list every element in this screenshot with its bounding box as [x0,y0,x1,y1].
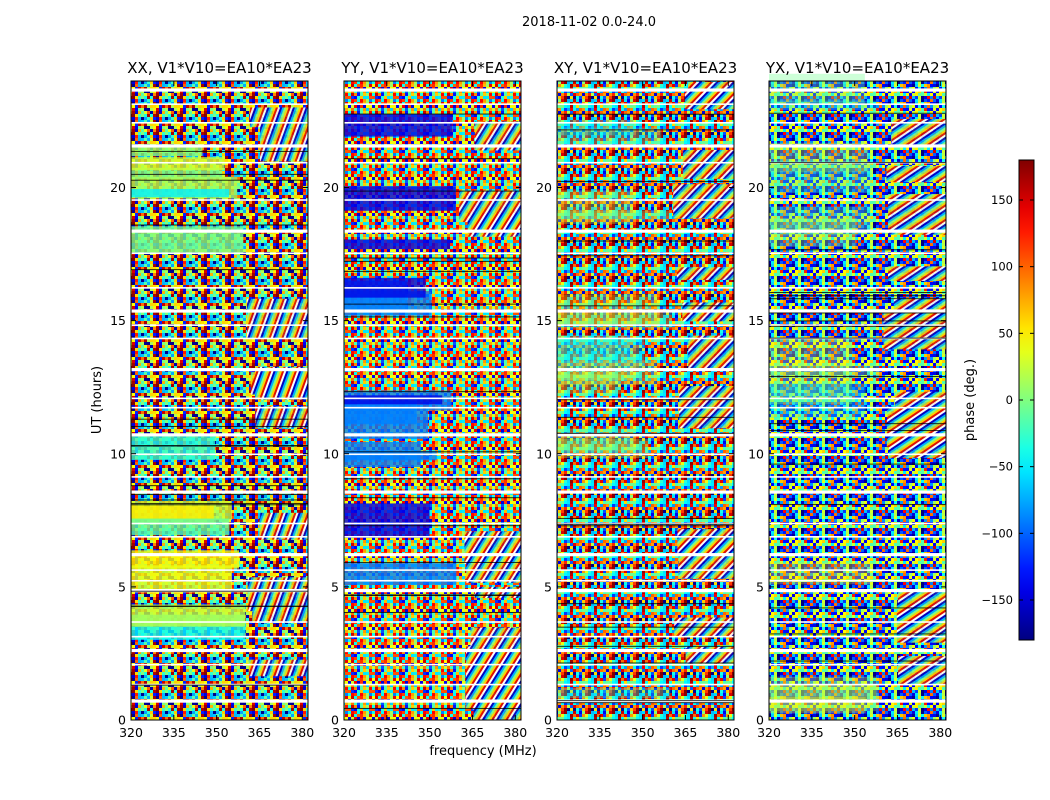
colorbar: −150 −100 −50 0 50 100 150 [981,159,1035,641]
y-tick-label: 15 [536,313,552,328]
y-tick-label: 0 [118,713,126,728]
y-tick-label: 15 [748,313,764,328]
y-tick-label: 0 [544,713,552,728]
colorbar-tick-label: 0 [1006,393,1013,407]
colorbar-tick-label: 150 [991,193,1013,207]
y-tick-label: 5 [331,579,339,594]
y-tick-label: 0 [331,713,339,728]
colorbar-tick-label: −100 [981,526,1013,540]
x-tick-label: 365 [461,725,485,740]
y-tick-label: 10 [536,446,552,461]
panel-xx: XX, V1*V10=EA10*EA23 320 335 350 365 380 0 5 10 1… [110,59,314,740]
y-axis-label: UT (hours) [90,366,105,434]
x-tick-label: 380 [716,725,740,740]
colorbar-label: phase (deg.) [963,359,978,441]
x-tick-label: 320 [545,725,569,740]
x-tick-label: 365 [886,725,910,740]
x-tick-label: 365 [248,725,272,740]
x-tick-label: 350 [631,725,655,740]
x-tick-label: 380 [503,725,527,740]
x-tick-label: 320 [332,725,356,740]
x-tick-label: 335 [162,725,186,740]
panel-title: XY, V1*V10=EA10*EA23 [554,59,737,77]
panel-xy: XY, V1*V10=EA10*EA23 320 335 350 365 380 0 5 10 1… [536,59,740,740]
panel-frame [343,80,522,721]
figure-suptitle: 2018-11-02 0.0-24.0 [522,15,656,30]
x-tick-label: 380 [928,725,952,740]
y-tick-label: 20 [748,180,764,195]
panel-frame [556,80,735,721]
colorbar-tick-label: 100 [991,260,1013,274]
y-tick-label: 20 [323,180,339,195]
panel-frame [768,80,947,721]
x-tick-label: 350 [418,725,442,740]
y-tick-label: 5 [544,579,552,594]
y-tick-label: 20 [536,180,552,195]
colorbar-tick-label: −150 [981,593,1013,607]
panel-frame [130,80,309,721]
x-tick-label: 350 [205,725,229,740]
x-tick-label: 350 [843,725,867,740]
x-tick-label: 335 [588,725,612,740]
panel-title: YX, V1*V10=EA10*EA23 [765,59,949,77]
x-tick-label: 365 [674,725,698,740]
y-tick-label: 15 [323,313,339,328]
x-tick-label: 320 [757,725,781,740]
y-tick-label: 5 [118,579,126,594]
x-tick-label: 335 [800,725,824,740]
y-tick-label: 10 [748,446,764,461]
y-tick-label: 5 [756,579,764,594]
y-tick-label: 15 [110,313,126,328]
y-tick-label: 0 [756,713,764,728]
x-axis-label: frequency (MHz) [429,744,536,759]
x-tick-label: 380 [290,725,314,740]
panels-group: XX, V1*V10=EA10*EA23 320 335 350 365 380 0 5 10 1… [110,59,952,740]
colorbar-tick-label: 50 [998,326,1013,340]
y-tick-label: 10 [110,446,126,461]
panel-yy: YY, V1*V10=EA10*EA23 320 335 350 365 380 0 5 10 1… [323,59,527,740]
y-tick-label: 20 [110,180,126,195]
x-tick-label: 320 [119,725,143,740]
panel-title: XX, V1*V10=EA10*EA23 [127,59,311,77]
panel-yx: YX, V1*V10=EA10*EA23 320 335 350 365 380 0 5 10 1… [748,59,952,740]
x-tick-label: 335 [375,725,399,740]
panel-title: YY, V1*V10=EA10*EA23 [340,59,523,77]
colorbar-tick-label: −50 [989,460,1013,474]
y-tick-label: 10 [323,446,339,461]
